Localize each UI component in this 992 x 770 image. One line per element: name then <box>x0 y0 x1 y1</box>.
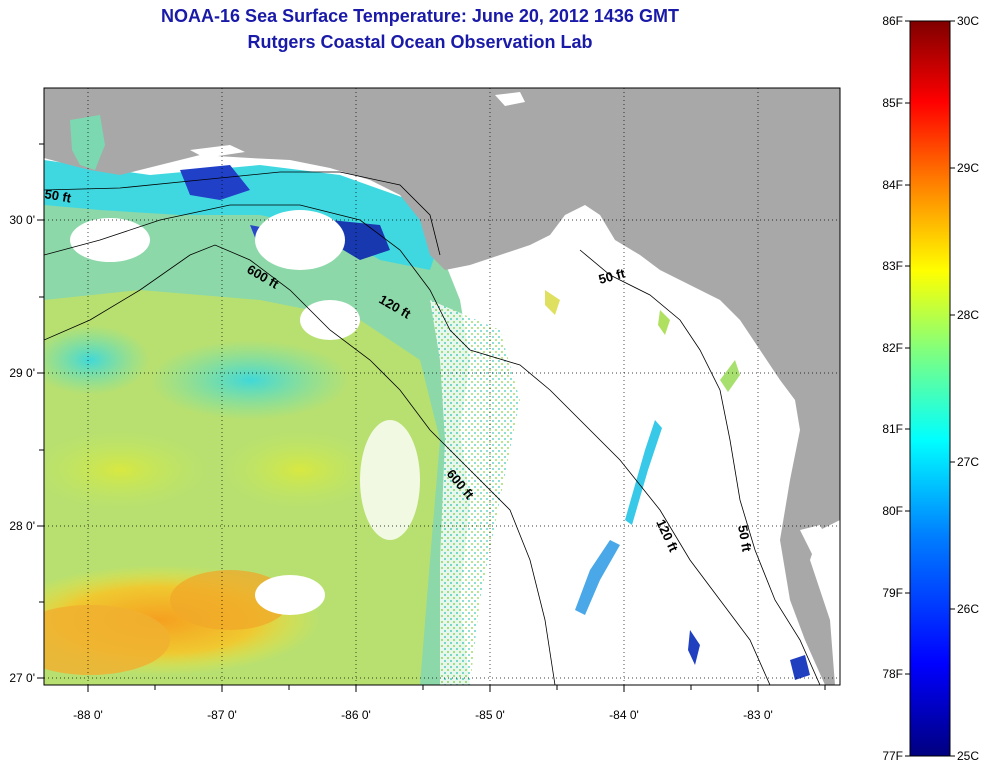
contour-label: 50 ft <box>735 524 755 554</box>
lat-tick-label: 27 0' <box>9 671 35 685</box>
graticule <box>44 88 840 685</box>
colorbar-f-label: 84F <box>882 178 903 192</box>
map-frame <box>43 87 841 686</box>
lon-tick-label: -85 0' <box>475 708 505 722</box>
lon-tick-label: -87 0' <box>207 708 237 722</box>
colorbar-f-label: 86F <box>882 14 903 28</box>
lat-tick-label: 28 0' <box>9 519 35 533</box>
lon-tick-label: -86 0' <box>341 708 371 722</box>
lon-tick-label: -88 0' <box>73 708 103 722</box>
colorbar-c-label: 28C <box>957 308 979 322</box>
map-subtitle: Rutgers Coastal Ocean Observation Lab <box>247 32 593 52</box>
map-title: NOAA-16 Sea Surface Temperature: June 20… <box>161 6 679 26</box>
colorbar-f-label: 77F <box>882 749 903 763</box>
lat-tick-label: 30 0' <box>9 213 35 227</box>
colorbar-f-label: 83F <box>882 259 903 273</box>
contour-label: 50 ft <box>597 265 627 287</box>
sst-field <box>44 88 840 685</box>
lon-tick-label: -84 0' <box>609 708 639 722</box>
colorbar <box>909 20 951 757</box>
colorbar-f-label: 79F <box>882 586 903 600</box>
colorbar-f-label: 78F <box>882 667 903 681</box>
colorbar-c-label: 27C <box>957 455 979 469</box>
colorbar-c-label: 26C <box>957 602 979 616</box>
lon-tick-label: -83 0' <box>743 708 773 722</box>
colorbar-f-label: 82F <box>882 341 903 355</box>
colorbar-f-label: 85F <box>882 96 903 110</box>
colorbar-f-label: 80F <box>882 504 903 518</box>
colorbar-c-label: 30C <box>957 14 979 28</box>
lat-tick-label: 29 0' <box>9 366 35 380</box>
colorbar-c-label: 25C <box>957 749 979 763</box>
colorbar-c-label: 29C <box>957 161 979 175</box>
colorbar-f-label: 81F <box>882 422 903 436</box>
contour-label: 50 ft <box>43 186 73 206</box>
